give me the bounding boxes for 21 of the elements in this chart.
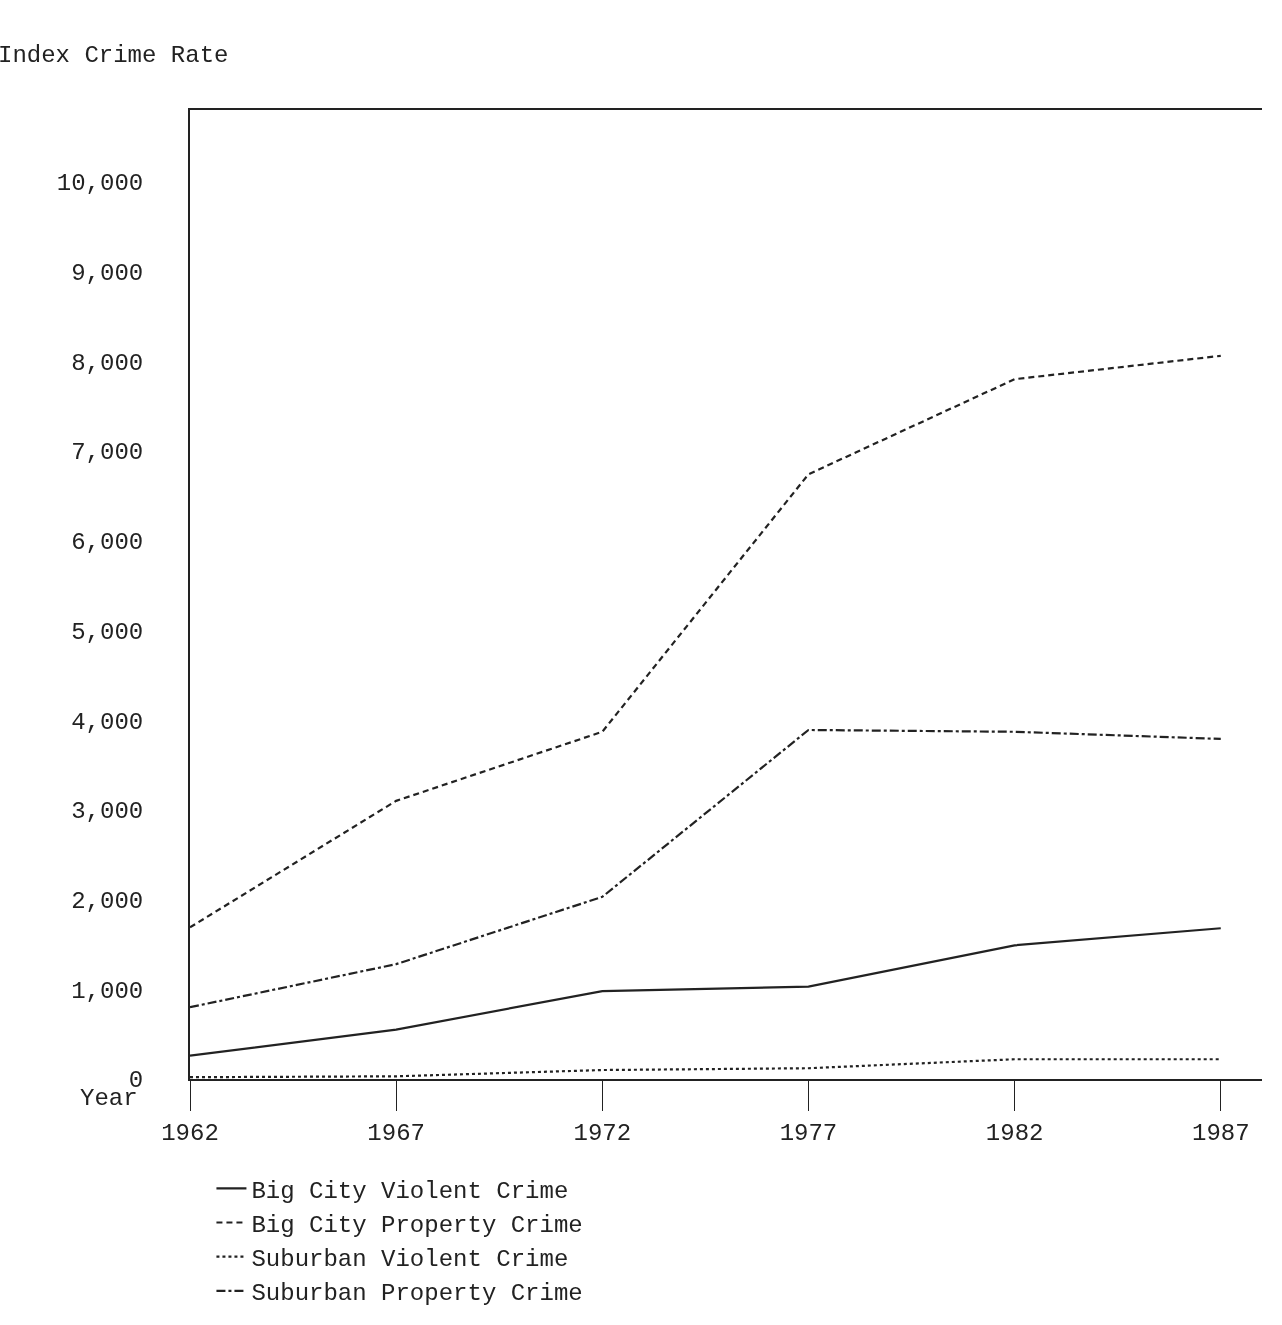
x-tick-label: 1977 xyxy=(779,1119,838,1147)
y-tick-label: 6,000 xyxy=(71,529,144,557)
x-tick-label: 1982 xyxy=(985,1119,1044,1147)
y-tick-label: 7,000 xyxy=(71,439,144,467)
y-tick-label: 8,000 xyxy=(71,349,144,377)
legend-label: Big City Property Crime xyxy=(251,1211,583,1239)
x-tick-label: 1962 xyxy=(161,1119,219,1147)
y-tick-label: 4,000 xyxy=(71,708,144,736)
y-tick-label: 10,000 xyxy=(56,170,144,198)
y-tick-label: 9,000 xyxy=(71,259,144,287)
y-tick-label: 3,000 xyxy=(71,798,144,826)
x-tick-label: 1987 xyxy=(1191,1119,1250,1147)
legend-label: Suburban Violent Crime xyxy=(251,1246,569,1274)
y-axis-title: Index Crime Rate xyxy=(0,42,229,69)
legend-label: Big City Violent Crime xyxy=(251,1177,569,1205)
legend-label: Suburban Property Crime xyxy=(251,1280,583,1308)
y-tick-label: 2,000 xyxy=(71,887,144,915)
x-tick-label: 1972 xyxy=(573,1119,632,1147)
y-tick-label: 5,000 xyxy=(71,618,144,646)
y-tick-label: 1,000 xyxy=(71,977,144,1005)
x-tick-label: 1967 xyxy=(367,1119,425,1147)
